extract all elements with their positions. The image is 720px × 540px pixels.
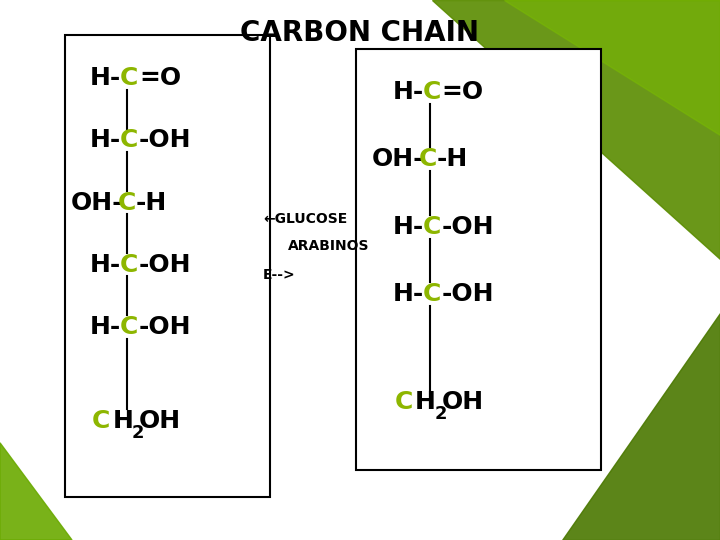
Text: 2: 2 — [132, 424, 144, 442]
Text: -H: -H — [135, 191, 166, 214]
Bar — [65, 35, 270, 497]
Text: C: C — [423, 215, 441, 239]
Text: H-: H- — [392, 282, 423, 306]
Text: OH: OH — [139, 409, 181, 433]
Bar — [356, 49, 601, 470]
Text: ←GLUCOSE: ←GLUCOSE — [263, 212, 347, 226]
Text: =O: =O — [139, 66, 181, 90]
Text: C: C — [117, 191, 136, 214]
Text: H-: H- — [392, 215, 423, 239]
Text: C: C — [120, 66, 139, 90]
Text: H-: H- — [90, 253, 121, 276]
Text: OH-: OH- — [71, 191, 123, 214]
Text: -OH: -OH — [441, 282, 494, 306]
Text: -OH: -OH — [441, 215, 494, 239]
Text: ARABINOS: ARABINOS — [288, 239, 369, 253]
Polygon shape — [432, 0, 720, 259]
Text: -OH: -OH — [139, 129, 192, 152]
Text: C: C — [92, 409, 111, 433]
Polygon shape — [562, 313, 720, 540]
Text: H-: H- — [90, 129, 121, 152]
Text: C: C — [423, 282, 441, 306]
Polygon shape — [504, 0, 720, 135]
Text: C: C — [395, 390, 413, 414]
Text: C: C — [419, 147, 438, 171]
Text: C: C — [120, 315, 139, 339]
Text: 2: 2 — [434, 405, 446, 423]
Text: H: H — [112, 409, 133, 433]
Text: -OH: -OH — [139, 253, 192, 276]
Text: H: H — [415, 390, 436, 414]
Text: C: C — [423, 80, 441, 104]
Text: C: C — [120, 253, 139, 276]
Text: OH-: OH- — [372, 147, 425, 171]
Text: =O: =O — [441, 80, 484, 104]
Text: OH: OH — [441, 390, 484, 414]
Text: -H: -H — [437, 147, 468, 171]
Text: H-: H- — [90, 66, 121, 90]
Text: CARBON CHAIN: CARBON CHAIN — [240, 19, 480, 47]
Text: E-->: E--> — [263, 268, 295, 282]
Polygon shape — [0, 443, 72, 540]
Text: C: C — [120, 129, 139, 152]
Text: H-: H- — [90, 315, 121, 339]
Text: -OH: -OH — [139, 315, 192, 339]
Text: H-: H- — [392, 80, 423, 104]
